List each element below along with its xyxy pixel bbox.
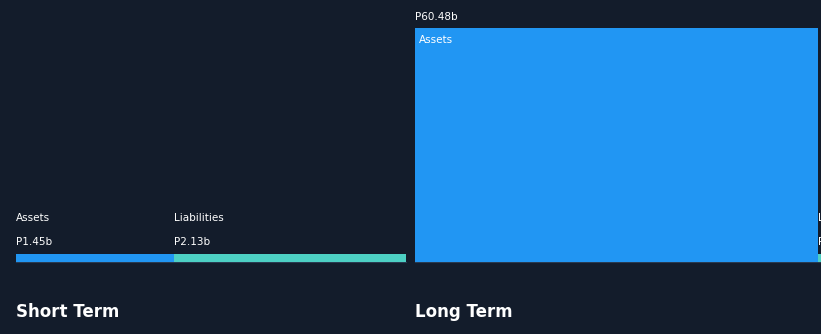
Text: P60.48b: P60.48b — [415, 12, 457, 22]
Text: Liabilities: Liabilities — [174, 213, 224, 223]
Bar — [174, 254, 406, 262]
Bar — [415, 28, 818, 262]
Bar — [818, 254, 821, 262]
Bar — [16, 254, 174, 262]
Text: P2.13b: P2.13b — [174, 237, 210, 247]
Text: P1.45b: P1.45b — [16, 237, 53, 247]
Text: Long Term: Long Term — [415, 303, 512, 321]
Text: P471.99m: P471.99m — [818, 237, 821, 247]
Text: Assets: Assets — [16, 213, 51, 223]
Text: Short Term: Short Term — [16, 303, 120, 321]
Text: Liabilities: Liabilities — [818, 213, 821, 223]
Text: Assets: Assets — [419, 35, 453, 45]
